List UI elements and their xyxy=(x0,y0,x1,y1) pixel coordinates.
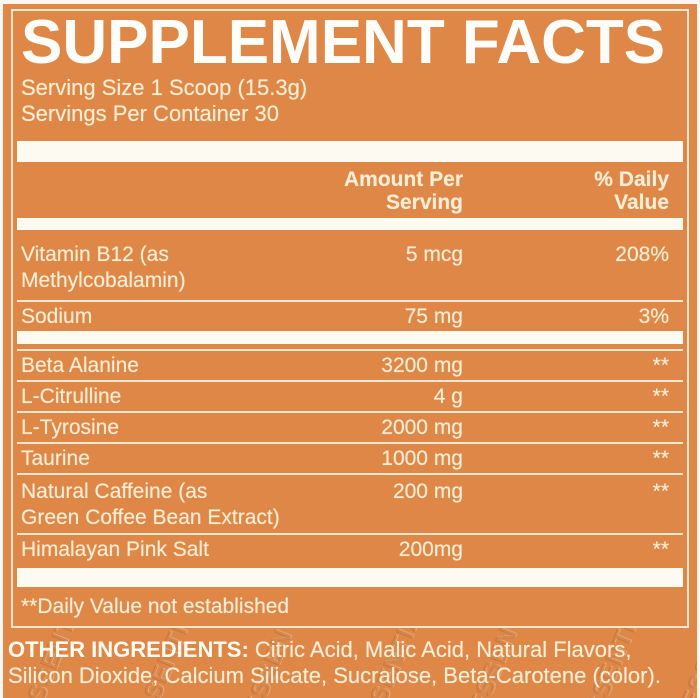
ingredient-name: Taurine xyxy=(21,447,90,470)
other-ingredients-line1: OTHER INGREDIENTS: Citric Acid, Malic Ac… xyxy=(8,637,632,662)
ingredient-dv: 3% xyxy=(638,305,669,328)
other-ingredients-label: OTHER INGREDIENTS: xyxy=(8,637,249,662)
serving-info: Serving Size 1 Scoop (15.3g) Servings Pe… xyxy=(21,75,679,127)
ingredient-amount: 4 g xyxy=(433,385,463,408)
daily-value-footnote: **Daily Value not established xyxy=(21,595,290,618)
divider-bar-thick xyxy=(17,568,683,587)
other-ingredients-line2: Silicon Dioxide, Calcium Silicate, Sucra… xyxy=(8,663,661,688)
ingredient-dv: ** xyxy=(652,416,669,439)
other-ingredients: OTHER INGREDIENTS: Citric Acid, Malic Ac… xyxy=(8,637,692,689)
ingredient-name: Himalayan Pink Salt xyxy=(21,538,209,561)
divider-bar-medium xyxy=(17,331,683,344)
ingredient-dv: ** xyxy=(652,447,669,470)
table-row: Vitamin B12 (as Methylcobalamin) 5 mcg 2… xyxy=(21,230,679,300)
table-row: Beta Alanine 3200 mg ** xyxy=(21,351,679,380)
row-separator xyxy=(17,349,683,351)
ingredient-amount: 200mg xyxy=(398,538,463,561)
table-header-row: Amount Per Serving % Daily Value xyxy=(21,162,679,214)
table-row: Himalayan Pink Salt 200mg ** xyxy=(21,535,679,564)
panel-title: SUPPLEMENT FACTS xyxy=(21,8,666,77)
ingredient-dv: ** xyxy=(652,385,669,408)
row-separator xyxy=(17,533,683,535)
ingredient-amount: 200 mg xyxy=(392,480,463,503)
ingredient-amount: 1000 mg xyxy=(381,447,463,470)
ingredient-amount: 5 mcg xyxy=(405,243,463,266)
ingredient-name: Natural Caffeine (as Green Coffee Bean E… xyxy=(21,480,280,529)
ingredient-name: Sodium xyxy=(21,305,93,328)
table-row: Sodium 75 mg 3% xyxy=(21,302,679,331)
supplement-facts-panel: SUPPLEMENT FACTS Serving Size 1 Scoop (1… xyxy=(11,9,689,628)
divider-bar-medium xyxy=(17,218,683,230)
row-separator xyxy=(17,442,683,444)
ingredient-dv: 208% xyxy=(615,243,669,266)
row-separator xyxy=(17,300,683,302)
header-daily-value: % Daily Value xyxy=(594,168,669,214)
divider-bar-thick xyxy=(17,141,683,162)
table-row: Natural Caffeine (as Green Coffee Bean E… xyxy=(21,475,679,533)
ingredient-dv: ** xyxy=(652,538,669,561)
ingredient-name: L-Citrulline xyxy=(21,385,122,408)
ingredient-amount: 75 mg xyxy=(404,305,463,328)
servings-per-container: Servings Per Container 30 xyxy=(21,101,280,126)
row-separator xyxy=(17,380,683,382)
ingredient-name: L-Tyrosine xyxy=(21,416,120,439)
ingredient-amount: 3200 mg xyxy=(381,354,463,377)
ingredient-amount: 2000 mg xyxy=(381,416,463,439)
table-row: L-Citrulline 4 g ** xyxy=(21,382,679,411)
header-amount-per-serving: Amount Per Serving xyxy=(343,168,463,214)
table-row: Taurine 1000 mg ** xyxy=(21,444,679,473)
ingredient-dv: ** xyxy=(652,480,669,503)
ingredient-name: Vitamin B12 (as Methylcobalamin) xyxy=(21,243,186,292)
ingredient-name: Beta Alanine xyxy=(21,354,139,377)
row-separator xyxy=(17,473,683,475)
row-separator xyxy=(17,411,683,413)
ingredient-dv: ** xyxy=(652,354,669,377)
table-row: L-Tyrosine 2000 mg ** xyxy=(21,413,679,442)
serving-size: Serving Size 1 Scoop (15.3g) xyxy=(21,75,308,100)
